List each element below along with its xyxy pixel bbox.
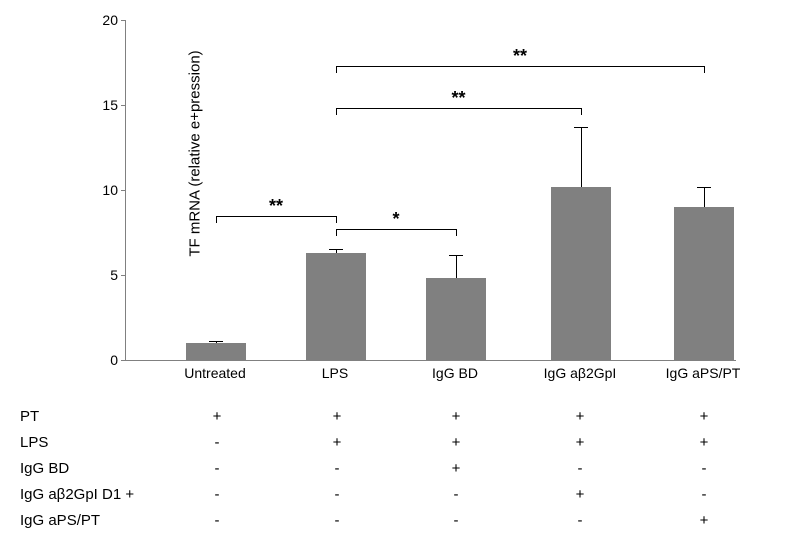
bar	[306, 253, 366, 360]
condition-name: IgG aβ2GpI D1 +	[20, 486, 134, 503]
x-label: IgG aβ2GpI	[530, 365, 630, 381]
condition-value: +	[694, 434, 714, 451]
sig-bracket-drop	[456, 229, 457, 236]
y-tick-label: 0	[88, 352, 118, 368]
condition-name: LPS	[20, 434, 48, 451]
condition-value: +	[694, 512, 714, 529]
condition-value: -	[446, 486, 466, 503]
condition-value: +	[570, 408, 590, 425]
y-tick	[121, 105, 126, 106]
sig-bracket-drop	[336, 229, 337, 236]
y-tick	[121, 190, 126, 191]
sig-bracket-drop	[336, 216, 337, 223]
sig-bracket-drop	[216, 216, 217, 223]
error-bar	[456, 255, 457, 279]
condition-value: -	[327, 512, 347, 529]
x-label: IgG aPS/PT	[653, 365, 753, 381]
x-label: IgG BD	[405, 365, 505, 381]
condition-value: +	[446, 460, 466, 477]
condition-value: +	[446, 408, 466, 425]
y-tick-label: 10	[88, 182, 118, 198]
condition-value: +	[694, 408, 714, 425]
sig-label: **	[269, 196, 283, 217]
error-cap	[329, 249, 343, 250]
condition-value: +	[327, 408, 347, 425]
bar	[551, 187, 611, 360]
condition-value: -	[207, 460, 227, 477]
condition-value: -	[694, 460, 714, 477]
condition-value: -	[207, 434, 227, 451]
x-label: LPS	[285, 365, 385, 381]
error-cap	[697, 187, 711, 188]
error-cap	[209, 341, 223, 342]
y-tick	[121, 275, 126, 276]
sig-bracket-drop	[336, 108, 337, 115]
y-tick-label: 15	[88, 97, 118, 113]
condition-value: -	[570, 512, 590, 529]
error-bar	[581, 127, 582, 187]
condition-value: +	[327, 434, 347, 451]
x-label: Untreated	[165, 365, 265, 381]
condition-value: +	[570, 486, 590, 503]
condition-value: +	[570, 434, 590, 451]
error-cap	[449, 255, 463, 256]
error-cap	[574, 127, 588, 128]
condition-value: -	[570, 460, 590, 477]
bar	[674, 207, 734, 360]
condition-name: IgG aPS/PT	[20, 512, 100, 529]
condition-name: PT	[20, 408, 39, 425]
condition-name: IgG BD	[20, 460, 69, 477]
condition-value: +	[207, 408, 227, 425]
bar	[186, 343, 246, 360]
y-tick-label: 20	[88, 12, 118, 28]
sig-label: *	[392, 209, 399, 230]
condition-value: -	[207, 486, 227, 503]
condition-value: -	[327, 460, 347, 477]
error-bar	[704, 187, 705, 207]
y-tick	[121, 360, 126, 361]
chart-area: TF mRNA (relative e+pression) 05101520 *…	[80, 20, 750, 380]
condition-value: -	[207, 512, 227, 529]
plot-region: *******	[125, 20, 736, 361]
condition-value: -	[327, 486, 347, 503]
sig-label: **	[513, 46, 527, 67]
bar	[426, 278, 486, 360]
sig-bracket-drop	[704, 66, 705, 73]
condition-value: +	[446, 434, 466, 451]
sig-bracket-drop	[336, 66, 337, 73]
condition-value: -	[694, 486, 714, 503]
y-tick-label: 5	[88, 267, 118, 283]
y-tick	[121, 20, 126, 21]
sig-label: **	[451, 88, 465, 109]
sig-bracket-drop	[581, 108, 582, 115]
condition-value: -	[446, 512, 466, 529]
